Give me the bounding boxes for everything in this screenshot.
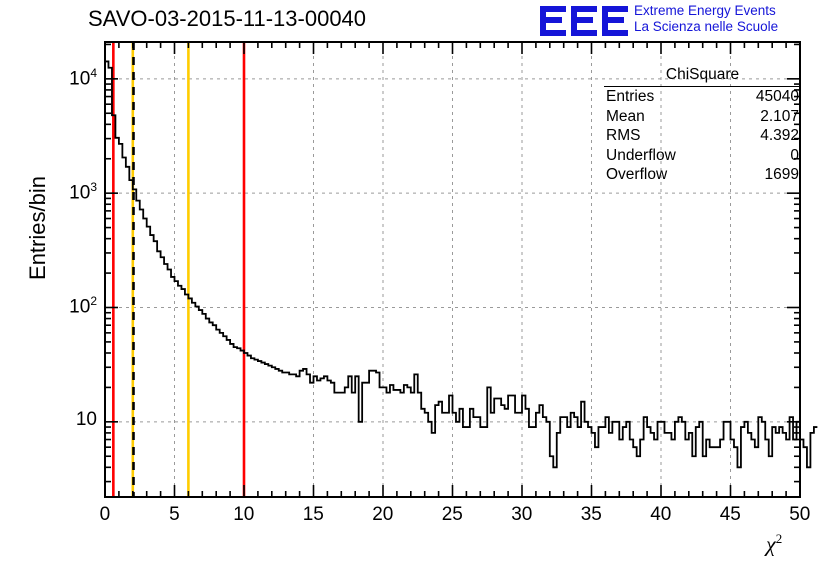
- stats-row-label: Overflow: [606, 166, 668, 183]
- y-tick-label: 104: [69, 65, 97, 90]
- y-tick-label: 10: [75, 408, 97, 430]
- x-tick-label: 35: [580, 504, 602, 525]
- eee-logo-mark-icon: [540, 6, 628, 36]
- eee-logo-line1: Extreme Energy Events: [634, 3, 776, 18]
- stats-row: Entries 45040: [604, 87, 801, 107]
- stats-row: Mean 2.107: [604, 107, 801, 127]
- stats-box-title: ChiSquare: [604, 66, 801, 87]
- x-tick-label: 15: [302, 504, 324, 525]
- stats-box-rows: Entries 45040 Mean 2.107 RMS 4.392 Underflow 0 O…: [604, 87, 801, 185]
- x-tick-label: 10: [233, 504, 255, 525]
- stats-row: Overflow 1699: [604, 165, 801, 185]
- y-tick-label: 103: [69, 180, 97, 204]
- stats-row-value: 45040: [755, 88, 799, 105]
- stats-row-label: Underflow: [606, 146, 676, 164]
- x-tick-label: 20: [372, 504, 394, 525]
- x-axis-label-base: χ: [766, 531, 776, 557]
- x-tick-label: 45: [719, 504, 741, 525]
- x-tick-label: 25: [441, 504, 463, 525]
- y-tick-label: 102: [69, 294, 97, 318]
- y-axis-label: Entries/bin: [25, 176, 50, 280]
- stats-row-label: RMS: [606, 127, 641, 144]
- x-tick-label: 50: [789, 504, 811, 525]
- stats-row-value: 4.392: [760, 127, 799, 144]
- stats-row: RMS 4.392: [604, 126, 801, 146]
- eee-logo: Extreme Energy Events La Scienza nelle S…: [540, 3, 832, 39]
- x-tick-label: 5: [169, 504, 180, 525]
- histogram-curve: [104, 60, 818, 497]
- x-tick-label: 40: [650, 504, 672, 525]
- page-title: SAVO-03-2015-11-13-00040: [88, 6, 367, 31]
- stats-row-label: Mean: [606, 107, 645, 125]
- stats-row: Underflow 0: [604, 146, 801, 166]
- x-tick-label: 0: [99, 504, 111, 525]
- stats-row-value: 2.107: [760, 107, 799, 125]
- stats-row-value: 0: [790, 146, 799, 164]
- eee-logo-text: Extreme Energy Events La Scienza nelle S…: [634, 3, 778, 35]
- stats-row-label: Entries: [606, 88, 655, 105]
- stats-box: ChiSquare Entries 45040 Mean 2.107 RMS 4.392 U…: [604, 66, 801, 185]
- x-axis-label: χ2: [766, 531, 782, 557]
- axis-ticks: [104, 42, 801, 497]
- x-axis-label-exponent: 2: [775, 531, 783, 546]
- stats-row-value: 1699: [764, 166, 799, 183]
- marker-lines: [112, 42, 246, 497]
- eee-logo-line2: La Scienza nelle Scuole: [634, 19, 779, 34]
- x-tick-label: 30: [511, 504, 533, 525]
